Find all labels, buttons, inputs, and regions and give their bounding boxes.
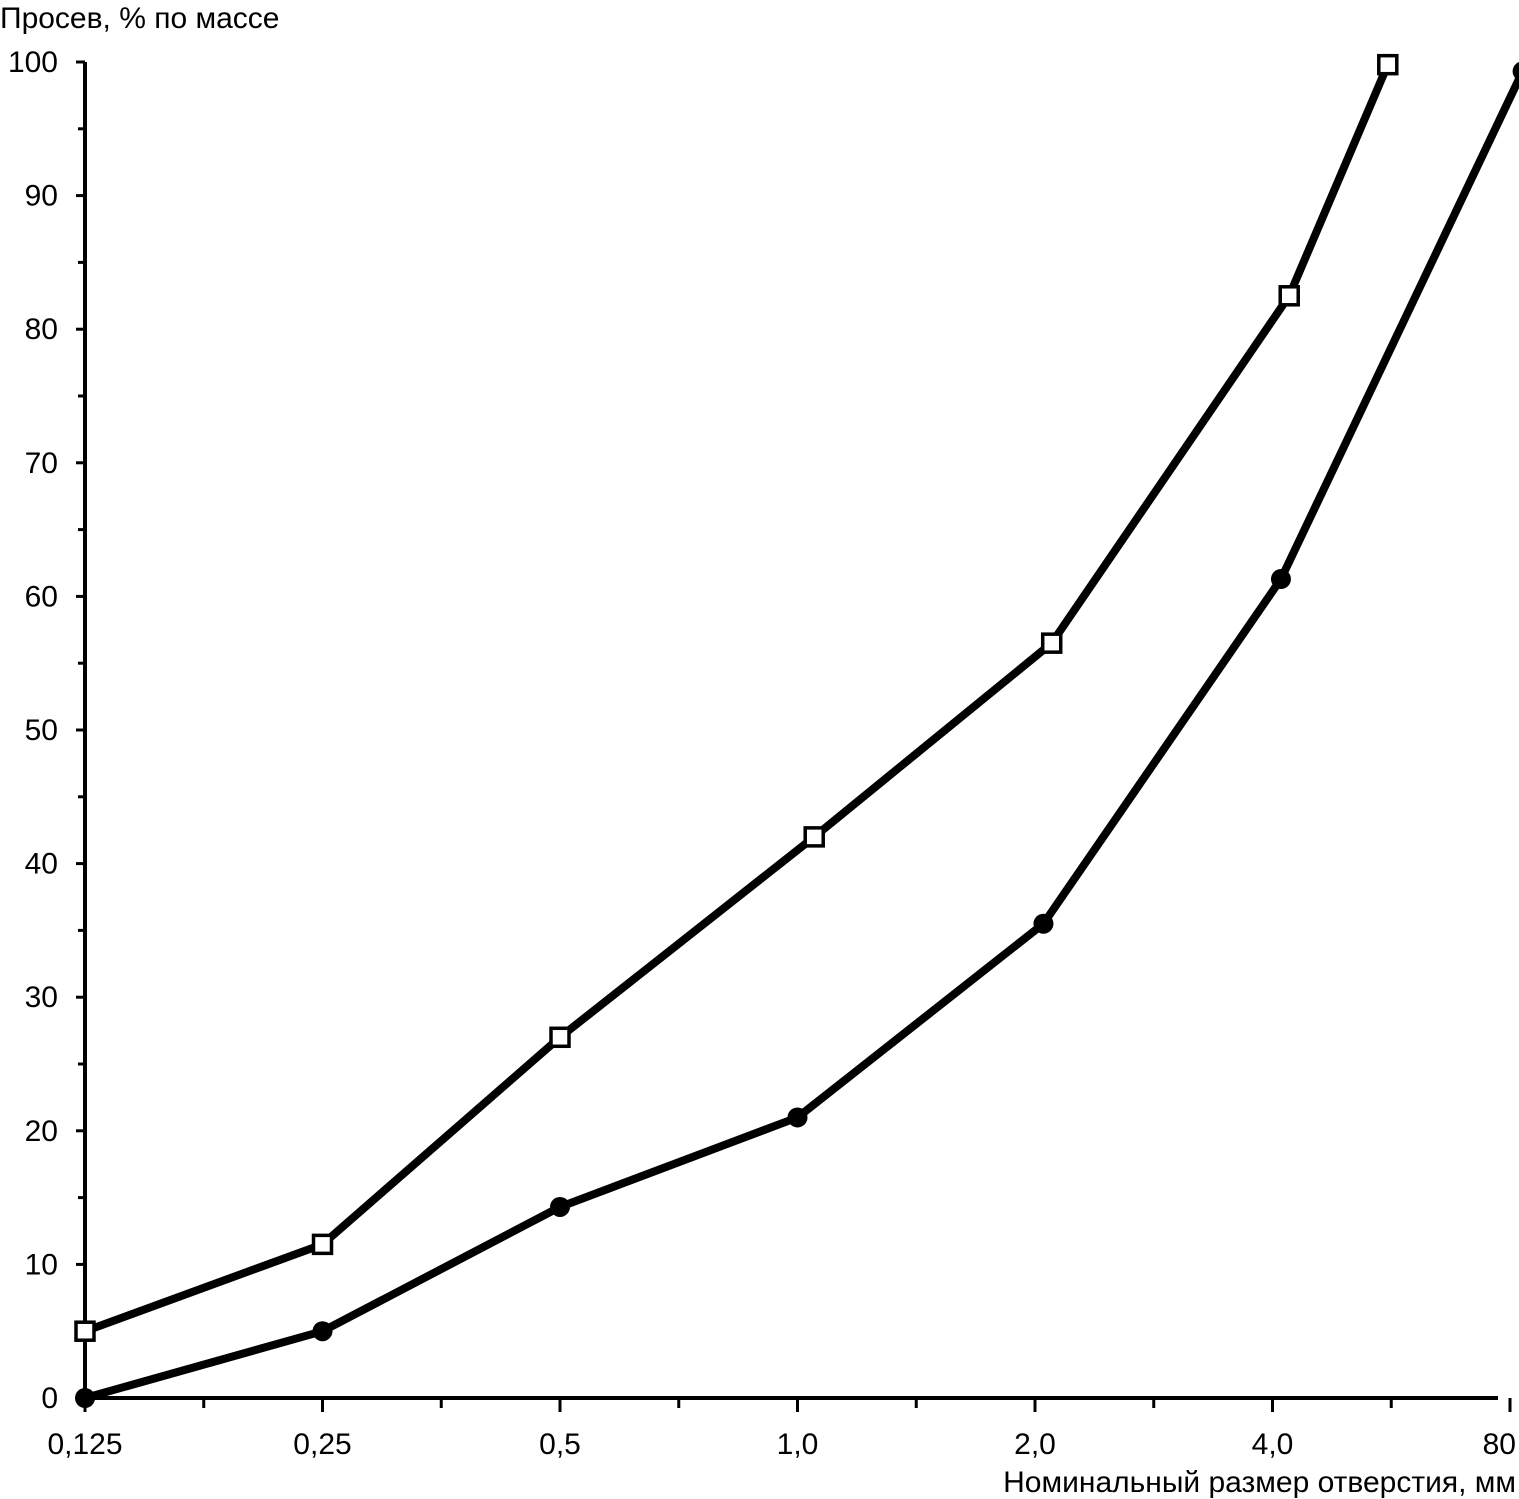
y-ticks: 0 10 20 30 40 50 60 70 80 90 100 bbox=[8, 46, 85, 1415]
x-tick-label: 2,0 bbox=[1014, 1428, 1056, 1461]
y-axis-title: Просев, % по массе bbox=[0, 2, 280, 35]
y-tick-label: 20 bbox=[25, 1115, 58, 1148]
series-1-point bbox=[311, 1233, 334, 1256]
series-2-point bbox=[312, 1321, 333, 1342]
series-2-point bbox=[75, 1388, 95, 1408]
series-2-point bbox=[1033, 913, 1054, 934]
x-ticks: 0,125 0,25 0,5 1,0 2,0 4,0 80 bbox=[47, 1398, 1516, 1461]
y-tick-label: 70 bbox=[25, 447, 58, 480]
series-1-point bbox=[1377, 53, 1399, 76]
x-axis-title: Номинальный размер отверстия, мм bbox=[1003, 1466, 1516, 1499]
series bbox=[74, 53, 1519, 1408]
x-tick-label: 1,0 bbox=[777, 1428, 819, 1461]
x-tick-label: 80 bbox=[1483, 1428, 1516, 1461]
y-tick-label: 50 bbox=[25, 714, 58, 747]
series-2-point bbox=[550, 1196, 570, 1217]
y-tick-label: 0 bbox=[41, 1382, 58, 1415]
series-2-point bbox=[1512, 62, 1519, 81]
x-tick-label: 0,25 bbox=[293, 1428, 351, 1461]
y-tick-label: 10 bbox=[25, 1248, 58, 1281]
series-2-point bbox=[787, 1107, 808, 1128]
y-tick-label: 100 bbox=[8, 46, 58, 79]
series-1-point bbox=[549, 1026, 571, 1049]
series-1-point bbox=[1278, 285, 1300, 307]
y-tick-label: 90 bbox=[25, 180, 58, 213]
series-1-point bbox=[803, 826, 825, 848]
x-tick-label: 0,5 bbox=[539, 1428, 581, 1461]
x-tick-label: 0,125 bbox=[47, 1428, 122, 1461]
series-1-point bbox=[74, 1320, 96, 1342]
y-tick-label: 60 bbox=[25, 580, 58, 613]
y-tick-label: 30 bbox=[25, 981, 58, 1014]
x-tick-label: 4,0 bbox=[1252, 1428, 1294, 1461]
y-tick-label: 40 bbox=[25, 848, 58, 881]
y-tick-label: 80 bbox=[25, 313, 58, 346]
series-2-point bbox=[1270, 569, 1291, 590]
series-1-point bbox=[1040, 632, 1063, 654]
axes bbox=[83, 62, 1498, 1400]
